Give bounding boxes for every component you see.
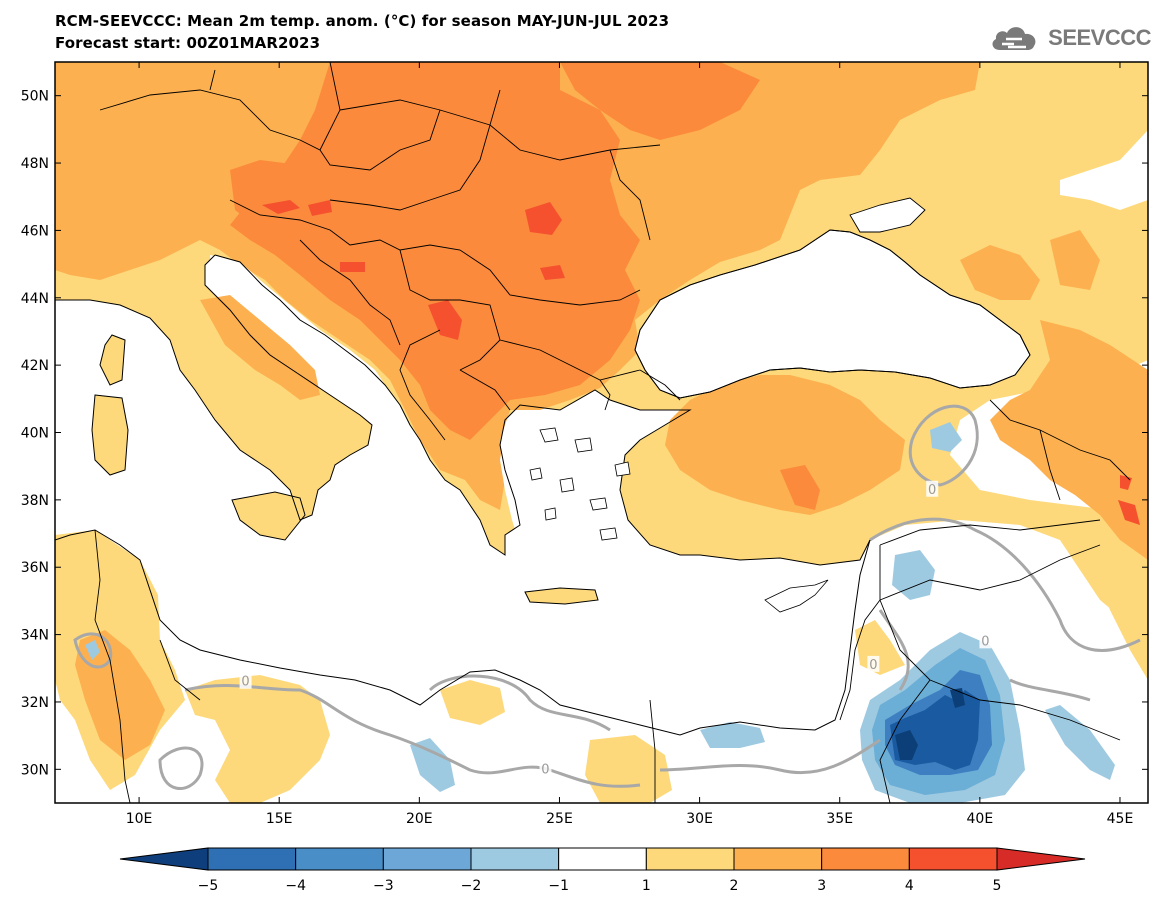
turkey-east-anom-3-4 [780,465,820,510]
sea-of-azov [849,197,926,233]
lon-tick-label: 20E [406,811,433,827]
zero-contours [73,404,1141,790]
colorbar-low-arrow [119,847,209,871]
lat-tick-label: 36N [21,560,49,576]
alps-anom-3-4 [230,160,320,225]
contour-label-bg [539,760,552,777]
colorbar-label: 4 [905,878,914,894]
lat-tick-label: 34N [21,628,49,644]
lat-tick-label: 42N [21,358,49,374]
tunisia-anom-m1-m2 [85,640,100,660]
lat-tick-label: 50N [21,89,49,105]
lon-tick-label: 25E [546,811,573,827]
contour-label-bg [979,632,992,649]
romania-anom-4-5 [525,202,565,280]
lat-tick-label: 30N [21,762,49,778]
cyrenaica-anom-1-2 [440,680,505,725]
contour-label: 0 [541,762,549,777]
balkans-anom-3-4 [230,62,640,440]
colorbar-segment [382,847,472,871]
colorbar-label: −1 [548,878,569,894]
longitude-axis: 10E 15E 20E 25E 30E 35E 40E 45E [126,62,1134,827]
colorbar-label: −2 [461,878,482,894]
italy-anom-2-3 [200,295,320,400]
colorbar-label: 2 [730,878,739,894]
lon-tick-label: 10E [126,811,153,827]
lon-tick-label: 15E [266,811,293,827]
corsica-sardinia [92,335,128,475]
hungary-north-anom-3-4 [560,62,760,140]
zero-contour-labels: 0 0 0 0 0 [239,480,992,777]
lat-tick-label: 32N [21,695,49,711]
contour-label: 0 [928,483,936,498]
contour-label: 0 [869,658,877,673]
colorbar-label: 5 [993,878,1002,894]
colorbar-segment [908,847,998,871]
country-borders [94,62,1131,803]
caspian-edge [1060,130,1148,210]
colorbar-label: −4 [285,878,306,894]
lat-tick-label: 40N [21,426,49,442]
lon-tick-label: 40E [967,811,994,827]
algeria-anom-2-3 [75,630,165,760]
contour-label-bg [926,480,939,497]
colorbar-segment [470,847,560,871]
jordan-anom-m5 [895,688,965,760]
contour-label: 0 [981,634,989,649]
seevccc-logo: SEEVCCC [988,20,1151,56]
iraq-anom-m1-m2 [1045,705,1115,780]
libya-coast-anom-1-2 [185,675,330,803]
colorbar-segment [207,847,297,871]
colorbar-segment [558,847,647,871]
cyprus [764,579,829,613]
lon-tick-label: 35E [826,811,853,827]
lon-tick-label: 45E [1107,811,1134,827]
adriatic-sea [210,255,392,410]
serbia-anom-4-5 [428,300,462,340]
iraq-east-anom-1-2 [1095,540,1148,680]
cloud-icon [992,27,1036,50]
turkey-east-anom-4-5 [1118,475,1140,525]
lat-tick-label: 44N [21,291,49,307]
alps-anom-4-5 [262,200,332,216]
lat-tick-label: 38N [21,493,49,509]
coastlines [55,229,1031,736]
colorbar-segment [821,847,910,871]
lon-tick-label: 30E [686,811,713,827]
lat-tick-label: 48N [21,156,49,172]
sicily [232,492,305,540]
syria-anom-m1-m2 [892,550,935,600]
turkey-central-anom-2-3 [665,375,905,515]
colorbar-label: −5 [198,878,219,894]
croatia-anom-4-5 [340,262,365,272]
colorbar-segment [295,847,384,871]
russia-south-anom-2-3 [960,230,1100,300]
colorbar-segment [645,847,735,871]
colorbar-high-arrow [996,847,1086,871]
contour-label: 0 [241,675,249,690]
forecast-start-label: Forecast start: 00Z01MAR2023 [55,34,321,52]
crete [525,588,598,604]
egypt-anom-m1-m2 [700,722,765,748]
contour-label-bg [239,672,252,689]
colorbar-label: 3 [817,878,826,894]
map-field: 0 0 0 0 0 [55,62,1148,803]
lat-tick-label: 46N [21,223,49,239]
colorbar-segment [733,847,823,871]
colorbar: −5 −4 −3 −2 −1 1 2 3 4 5 [119,847,1086,894]
colorbar-label: 1 [642,878,651,894]
logo-text: SEEVCCC [1048,25,1151,50]
aegean-islands [529,427,631,541]
libya-anom-m1-m2 [410,738,455,792]
caucasus-anom-2-3 [990,320,1148,560]
latitude-axis: 50N 48N 46N 44N 42N 40N 38N 36N 34N 32N 30N [21,89,1148,778]
contour-label-bg [867,655,880,672]
turkey-east-anom-m1-m2 [930,422,962,452]
map-title: RCM-SEEVCCC: Mean 2m temp. anom. (°C) fo… [55,12,670,30]
colorbar-label: −3 [373,878,394,894]
